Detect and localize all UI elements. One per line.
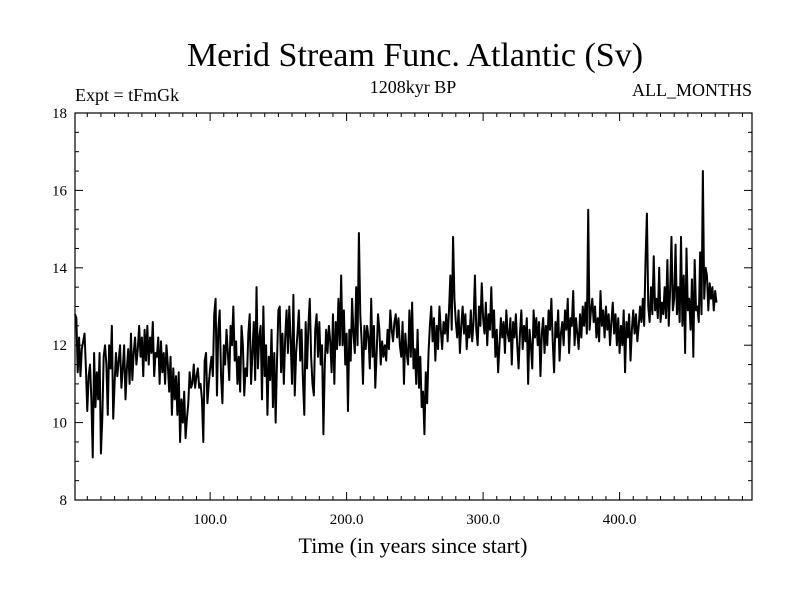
- period-label: 1208kyr BP: [370, 77, 457, 97]
- months-label: ALL_MONTHS: [632, 80, 752, 100]
- series-group: [74, 170, 718, 459]
- experiment-label: Expt = tFmGk: [75, 85, 179, 105]
- y-tick-label: 10: [52, 416, 67, 432]
- y-tick-label: 14: [52, 261, 68, 277]
- x-tick-label: 200.0: [330, 512, 364, 528]
- x-tick-label: 400.0: [603, 512, 637, 528]
- series-line: [74, 170, 718, 459]
- x-tick-label: 300.0: [466, 512, 500, 528]
- y-tick-label: 12: [52, 338, 67, 354]
- axis-tick-labels: 100.0 200.0 300.0 400.0 8 10 12 14 16 18: [52, 106, 636, 528]
- y-tick-label: 8: [60, 493, 68, 509]
- x-axis-label: Time (in years since start): [299, 533, 528, 558]
- x-tick-label: 100.0: [193, 512, 227, 528]
- y-tick-label: 18: [52, 106, 67, 122]
- axis-ticks: [75, 112, 752, 501]
- chart-title: Merid Stream Func. Atlantic (Sv): [187, 37, 643, 74]
- y-tick-label: 16: [52, 183, 68, 199]
